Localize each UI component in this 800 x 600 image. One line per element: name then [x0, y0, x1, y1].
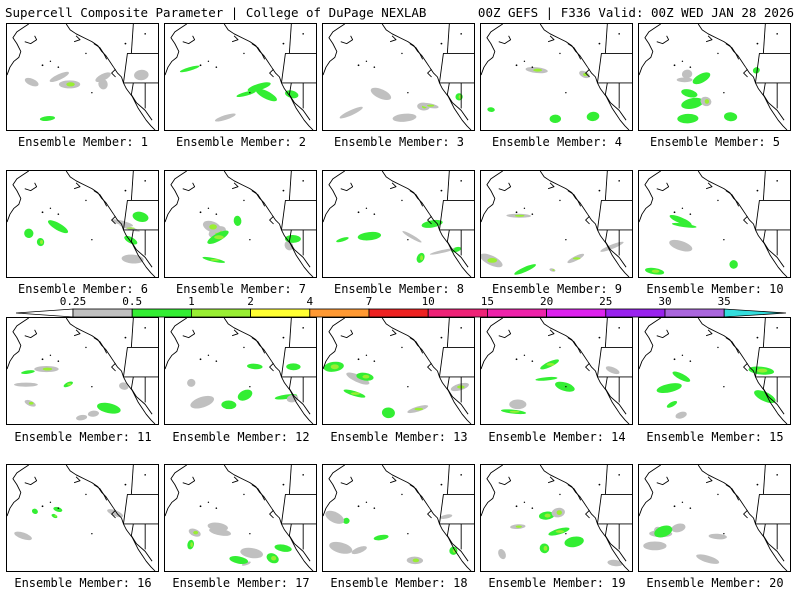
- map-svg: [639, 171, 790, 277]
- colorbar-tick-label: 1: [188, 295, 195, 308]
- map-svg: [639, 465, 790, 571]
- map-svg: [165, 465, 316, 571]
- map-panel-3: [322, 23, 475, 131]
- colorbar-above-range: [723, 308, 787, 318]
- map-panel-12: [164, 317, 317, 425]
- panel-label-6: Ensemble Member: 6: [17, 282, 149, 296]
- panel-label-12: Ensemble Member: 12: [172, 430, 310, 444]
- map-svg: [323, 465, 474, 571]
- map-panel-7: [164, 170, 317, 278]
- map-panel-8: [322, 170, 475, 278]
- panel-label-7: Ensemble Member: 7: [175, 282, 307, 296]
- map-panel-18: [322, 464, 475, 572]
- map-svg: [7, 24, 158, 130]
- colorbar-tick-label: 10: [421, 295, 435, 308]
- colorbar: [0, 296, 800, 320]
- map-svg: [165, 171, 316, 277]
- map-panel-11: [6, 317, 159, 425]
- panel-label-5: Ensemble Member: 5: [649, 135, 781, 149]
- panel-label-9: Ensemble Member: 9: [491, 282, 623, 296]
- panel-label-1: Ensemble Member: 1: [17, 135, 149, 149]
- map-svg: [7, 318, 158, 424]
- run-valid-time: 00Z GEFS | F336 Valid: 00Z WED JAN 28 20…: [477, 5, 794, 20]
- panel-label-10: Ensemble Member: 10: [646, 282, 784, 296]
- map-panel-10: [638, 170, 791, 278]
- colorbar-tick-label: 20: [539, 295, 554, 308]
- map-panel-13: [322, 317, 475, 425]
- colorbar-bin-2: [131, 308, 192, 318]
- map-panel-17: [164, 464, 317, 572]
- map-panel-19: [480, 464, 633, 572]
- map-panel-6: [6, 170, 159, 278]
- colorbar-bin-6: [368, 308, 429, 318]
- map-svg: [7, 171, 158, 277]
- colorbar-bin-7: [427, 308, 488, 318]
- panel-label-16: Ensemble Member: 16: [14, 576, 152, 590]
- map-svg: [165, 24, 316, 130]
- panel-label-2: Ensemble Member: 2: [175, 135, 307, 149]
- map-svg: [481, 465, 632, 571]
- panel-label-15: Ensemble Member: 15: [646, 430, 784, 444]
- colorbar-tick-label: 7: [365, 295, 373, 308]
- colorbar-tick-label: 25: [599, 295, 613, 308]
- colorbar-bin-1: [72, 308, 133, 318]
- colorbar-bin-9: [546, 308, 607, 318]
- panel-label-3: Ensemble Member: 3: [333, 135, 465, 149]
- map-panel-2: [164, 23, 317, 131]
- colorbar-tick-label: 2: [247, 295, 254, 308]
- map-panel-14: [480, 317, 633, 425]
- map-svg: [481, 318, 632, 424]
- panel-label-17: Ensemble Member: 17: [172, 576, 310, 590]
- colorbar-bin-10: [605, 308, 666, 318]
- map-svg: [481, 171, 632, 277]
- map-panel-15: [638, 317, 791, 425]
- colorbar-tick-label: 0.5: [122, 295, 143, 308]
- colorbar-bin-11: [664, 308, 725, 318]
- colorbar-tick-label: 4: [306, 295, 314, 308]
- colorbar-bin-5: [309, 308, 370, 318]
- panel-label-4: Ensemble Member: 4: [491, 135, 623, 149]
- map-panel-20: [638, 464, 791, 572]
- panel-label-13: Ensemble Member: 13: [330, 430, 468, 444]
- map-svg: [481, 24, 632, 130]
- colorbar-tick-label: 35: [717, 295, 731, 308]
- page-title: Supercell Composite Parameter | College …: [5, 5, 427, 20]
- colorbar-tick-label: 0.25: [59, 295, 87, 308]
- map-panel-1: [6, 23, 159, 131]
- map-svg: [639, 24, 790, 130]
- map-svg: [323, 24, 474, 130]
- map-svg: [639, 318, 790, 424]
- colorbar-below-range: [15, 308, 74, 318]
- panel-label-14: Ensemble Member: 14: [488, 430, 626, 444]
- map-panel-16: [6, 464, 159, 572]
- map-svg: [7, 465, 158, 571]
- colorbar-bin-4: [250, 308, 311, 318]
- colorbar-bin-8: [486, 308, 547, 318]
- map-panel-4: [480, 23, 633, 131]
- panel-label-11: Ensemble Member: 11: [14, 430, 152, 444]
- map-svg: [323, 318, 474, 424]
- map-panel-5: [638, 23, 791, 131]
- colorbar-tick-label: 15: [480, 295, 495, 308]
- map-panel-9: [480, 170, 633, 278]
- colorbar-bin-3: [190, 308, 251, 318]
- panel-label-18: Ensemble Member: 18: [330, 576, 468, 590]
- map-svg: [165, 318, 316, 424]
- panel-label-20: Ensemble Member: 20: [646, 576, 784, 590]
- colorbar-tick-label: 30: [658, 295, 672, 308]
- panel-label-19: Ensemble Member: 19: [488, 576, 626, 590]
- panel-label-8: Ensemble Member: 8: [333, 282, 465, 296]
- map-svg: [323, 171, 474, 277]
